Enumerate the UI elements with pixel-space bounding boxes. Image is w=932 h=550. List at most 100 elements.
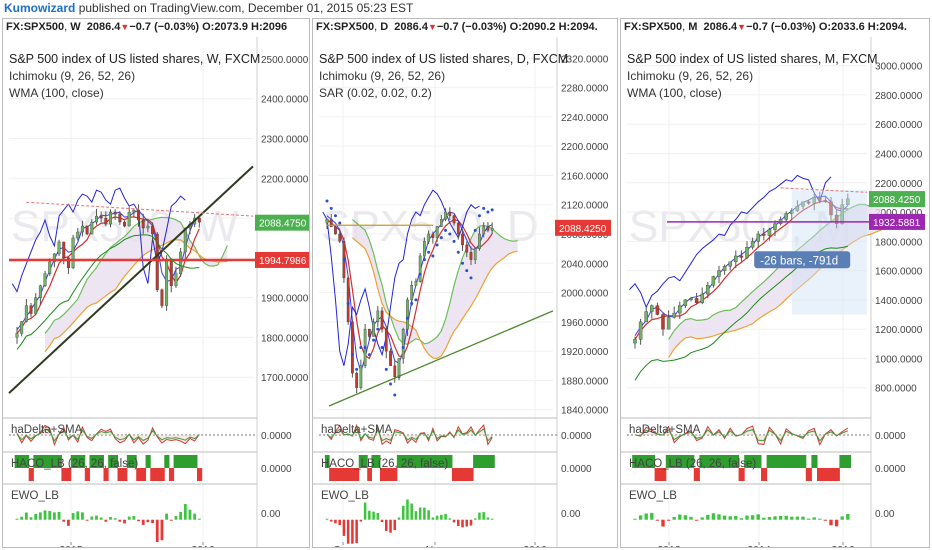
ewo-bar-down <box>141 519 145 525</box>
indicator-sar[interactable]: SAR (0.02, 0.02, 0.2) <box>319 86 432 100</box>
candle-down <box>448 211 452 216</box>
candle-up <box>745 246 749 258</box>
ewo-bar-up <box>406 499 409 520</box>
haco-bar-up <box>430 455 436 468</box>
chart-canvas[interactable]: SPX500, D1840.00001880.00001920.00001960… <box>313 19 618 548</box>
chart-canvas[interactable]: SPX500, M800.00001000.00001200.00001400.… <box>621 19 930 548</box>
ewo-bar-up <box>840 516 844 520</box>
candle-up <box>76 231 80 239</box>
high-value: 2096 <box>262 21 288 33</box>
candle-up <box>482 226 486 235</box>
indicator-ichimoku[interactable]: Ichimoku (9, 26, 52, 26) <box>627 69 754 83</box>
candle-up <box>750 241 755 248</box>
ewo-bar-up <box>43 510 47 520</box>
haco-bar-down <box>103 468 109 481</box>
ewo-bar-up <box>818 518 822 520</box>
y-tick-label: 2400.0000 <box>875 149 923 160</box>
haco-bar-up <box>682 455 689 468</box>
haco-bar-up <box>52 455 58 468</box>
chikou-line <box>629 174 832 309</box>
haco-bar-up <box>721 455 728 468</box>
y-tick-label: 2400.0000 <box>261 95 309 106</box>
haco-bar-down <box>468 468 474 481</box>
ewo-bar-down <box>351 519 354 544</box>
candle-up <box>90 221 94 235</box>
candle-up <box>644 311 648 323</box>
wma-line <box>16 234 200 350</box>
kijun-line <box>326 218 493 360</box>
chart-canvas[interactable]: SPX500, W1700.00001800.00001900.00002000… <box>3 19 310 548</box>
ewo-bar-up <box>410 503 413 520</box>
ewo-bar-down <box>823 519 828 521</box>
sar-dot <box>456 250 460 254</box>
candle-up <box>650 305 654 312</box>
symbol-name: FX:SPX500 <box>316 21 375 33</box>
chikou-line <box>322 189 480 366</box>
chart-panel-weekly[interactable]: FX:SPX500, W 2086.4▼−0.7 (−0.03%) O:2073… <box>2 18 310 548</box>
candle-down <box>169 259 173 286</box>
candle-up <box>722 266 727 271</box>
haco-bar-up <box>777 455 784 468</box>
last-price: 2086.4 <box>394 21 428 33</box>
sar-dot <box>439 236 443 240</box>
chart-panel-monthly[interactable]: FX:SPX500, M 2086.4▼−0.7 (−0.03%) O:2033… <box>620 18 930 548</box>
haco-bar-up <box>643 455 650 468</box>
ewo-bar-up <box>778 515 783 520</box>
ewo-bar-up <box>113 518 117 520</box>
resistance-dashed-line <box>26 201 254 217</box>
indicator-wma[interactable]: WMA (100, close) <box>627 86 722 100</box>
ewo-bar-down <box>62 519 66 522</box>
ewo-bar-down <box>151 519 154 524</box>
candle-down <box>806 201 811 204</box>
candle-up <box>840 204 844 224</box>
indicator-ichimoku[interactable]: Ichimoku (9, 26, 52, 26) <box>9 69 136 83</box>
candle-up <box>435 226 439 238</box>
indicator-wma[interactable]: WMA (100, close) <box>9 86 104 100</box>
candle-up <box>700 293 704 304</box>
level-price-label: 1994.7986 <box>259 256 307 267</box>
haco-bar-down <box>136 468 142 481</box>
candle-up <box>728 261 732 267</box>
candle-down <box>62 241 66 259</box>
chart-panel-daily[interactable]: FX:SPX500, D 2086.4▼−0.7 (−0.03%) O:2090… <box>312 18 618 548</box>
sar-dot <box>431 254 435 258</box>
sar-dot <box>389 382 393 386</box>
haco-bar-up <box>443 455 449 468</box>
ewo-bar-up <box>90 516 94 520</box>
sar-dot <box>465 269 469 273</box>
candle-up <box>423 241 426 257</box>
haco-bar-up <box>401 455 406 468</box>
candle-down <box>694 298 699 304</box>
haco-bar-up <box>405 455 411 468</box>
candle-up <box>20 321 24 334</box>
ewo-bar-up <box>638 515 643 520</box>
senkou-a-line <box>352 218 518 345</box>
haco-bar-up <box>131 455 137 468</box>
indicator-ichimoku[interactable]: Ichimoku (9, 26, 52, 26) <box>319 69 446 83</box>
candle-down <box>329 219 333 227</box>
ewo-bar-up <box>482 512 485 520</box>
haco-bar-up <box>24 455 30 468</box>
haco-bar-down <box>354 468 360 481</box>
author-link[interactable]: Kumowizard <box>4 1 76 15</box>
haco-bar-down <box>66 468 72 481</box>
sar-dot <box>350 353 354 357</box>
haco-bar-down <box>654 468 661 481</box>
candle-down <box>762 233 766 236</box>
ewo-bar-up <box>490 518 494 520</box>
candle-up <box>683 299 688 306</box>
y-tick-label: 1200.0000 <box>875 325 923 336</box>
haco-bar-up <box>481 455 487 468</box>
candle-up <box>666 317 671 330</box>
candle-up <box>490 227 494 231</box>
sar-dot <box>355 367 359 371</box>
haco-bar-up <box>70 455 76 468</box>
ewo-bar-down <box>334 519 337 524</box>
sar-dot <box>346 302 350 306</box>
candle-up <box>418 255 422 282</box>
haco-bar-up <box>192 455 198 468</box>
candle-up <box>24 305 28 322</box>
candle-up <box>183 227 187 253</box>
measure-label-bg <box>754 251 851 269</box>
ewo-bar-up <box>435 515 439 520</box>
